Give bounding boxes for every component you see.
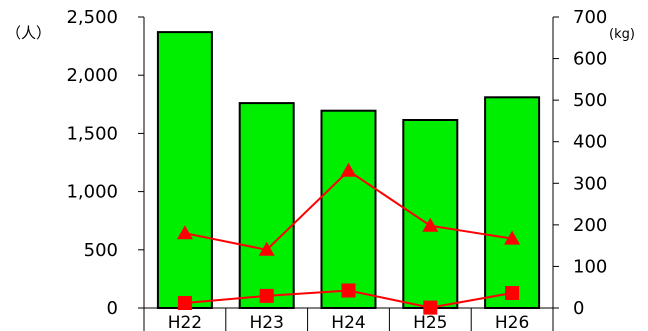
triangle-marker-h24 <box>340 162 357 177</box>
bar-h23 <box>238 102 295 309</box>
right-tick-label-500: 500 <box>573 90 607 111</box>
square-marker-h24 <box>341 283 356 298</box>
bar-h22 <box>156 31 213 309</box>
square-marker-h23 <box>259 288 274 303</box>
markers-layer <box>176 162 521 315</box>
right-tick-label-0: 0 <box>573 298 584 319</box>
square-marker-h25 <box>423 300 438 315</box>
right-tick-label-700: 700 <box>573 7 607 28</box>
labels-layer: （人） (kg) <box>6 24 635 42</box>
right-unit-label: (kg) <box>609 27 635 42</box>
x-tick-label-h24: H24 <box>331 313 365 331</box>
right-tick-label-100: 100 <box>573 256 607 277</box>
x-tick-label-h23: H23 <box>249 313 283 331</box>
x-tick-label-h22: H22 <box>168 313 202 331</box>
square-marker-h22 <box>177 296 192 310</box>
left-tick-label-2500: 2,500 <box>66 7 118 28</box>
axes-layer <box>143 17 554 309</box>
right-tick-label-200: 200 <box>573 215 607 236</box>
right-tick-label-400: 400 <box>573 132 607 153</box>
triangle-marker-h22 <box>176 225 193 240</box>
right-tick-label-600: 600 <box>573 49 607 70</box>
x-tick-label-h26: H26 <box>495 313 529 331</box>
x-tick-label-h25: H25 <box>413 313 447 331</box>
left-tick-label-1000: 1,000 <box>66 182 118 203</box>
left-unit-label: （人） <box>6 24 51 42</box>
square-marker-h26 <box>505 286 520 300</box>
right-tick-label-300: 300 <box>573 173 607 194</box>
ticks-layer: H22 H23 H24 H25 H26 0 500 1,000 1,500 2,000 2,500 0… <box>66 7 607 331</box>
bar-h26 <box>484 96 541 309</box>
triangle-marker-h25 <box>422 217 439 232</box>
triangle-marker-h23 <box>258 241 275 256</box>
left-tick-label-0: 0 <box>107 298 118 319</box>
bar-h24 <box>320 109 377 309</box>
left-tick-label-1500: 1,500 <box>66 123 118 144</box>
triangle-marker-h26 <box>504 230 521 245</box>
left-tick-label-500: 500 <box>84 240 118 261</box>
left-tick-label-2000: 2,000 <box>66 65 118 86</box>
